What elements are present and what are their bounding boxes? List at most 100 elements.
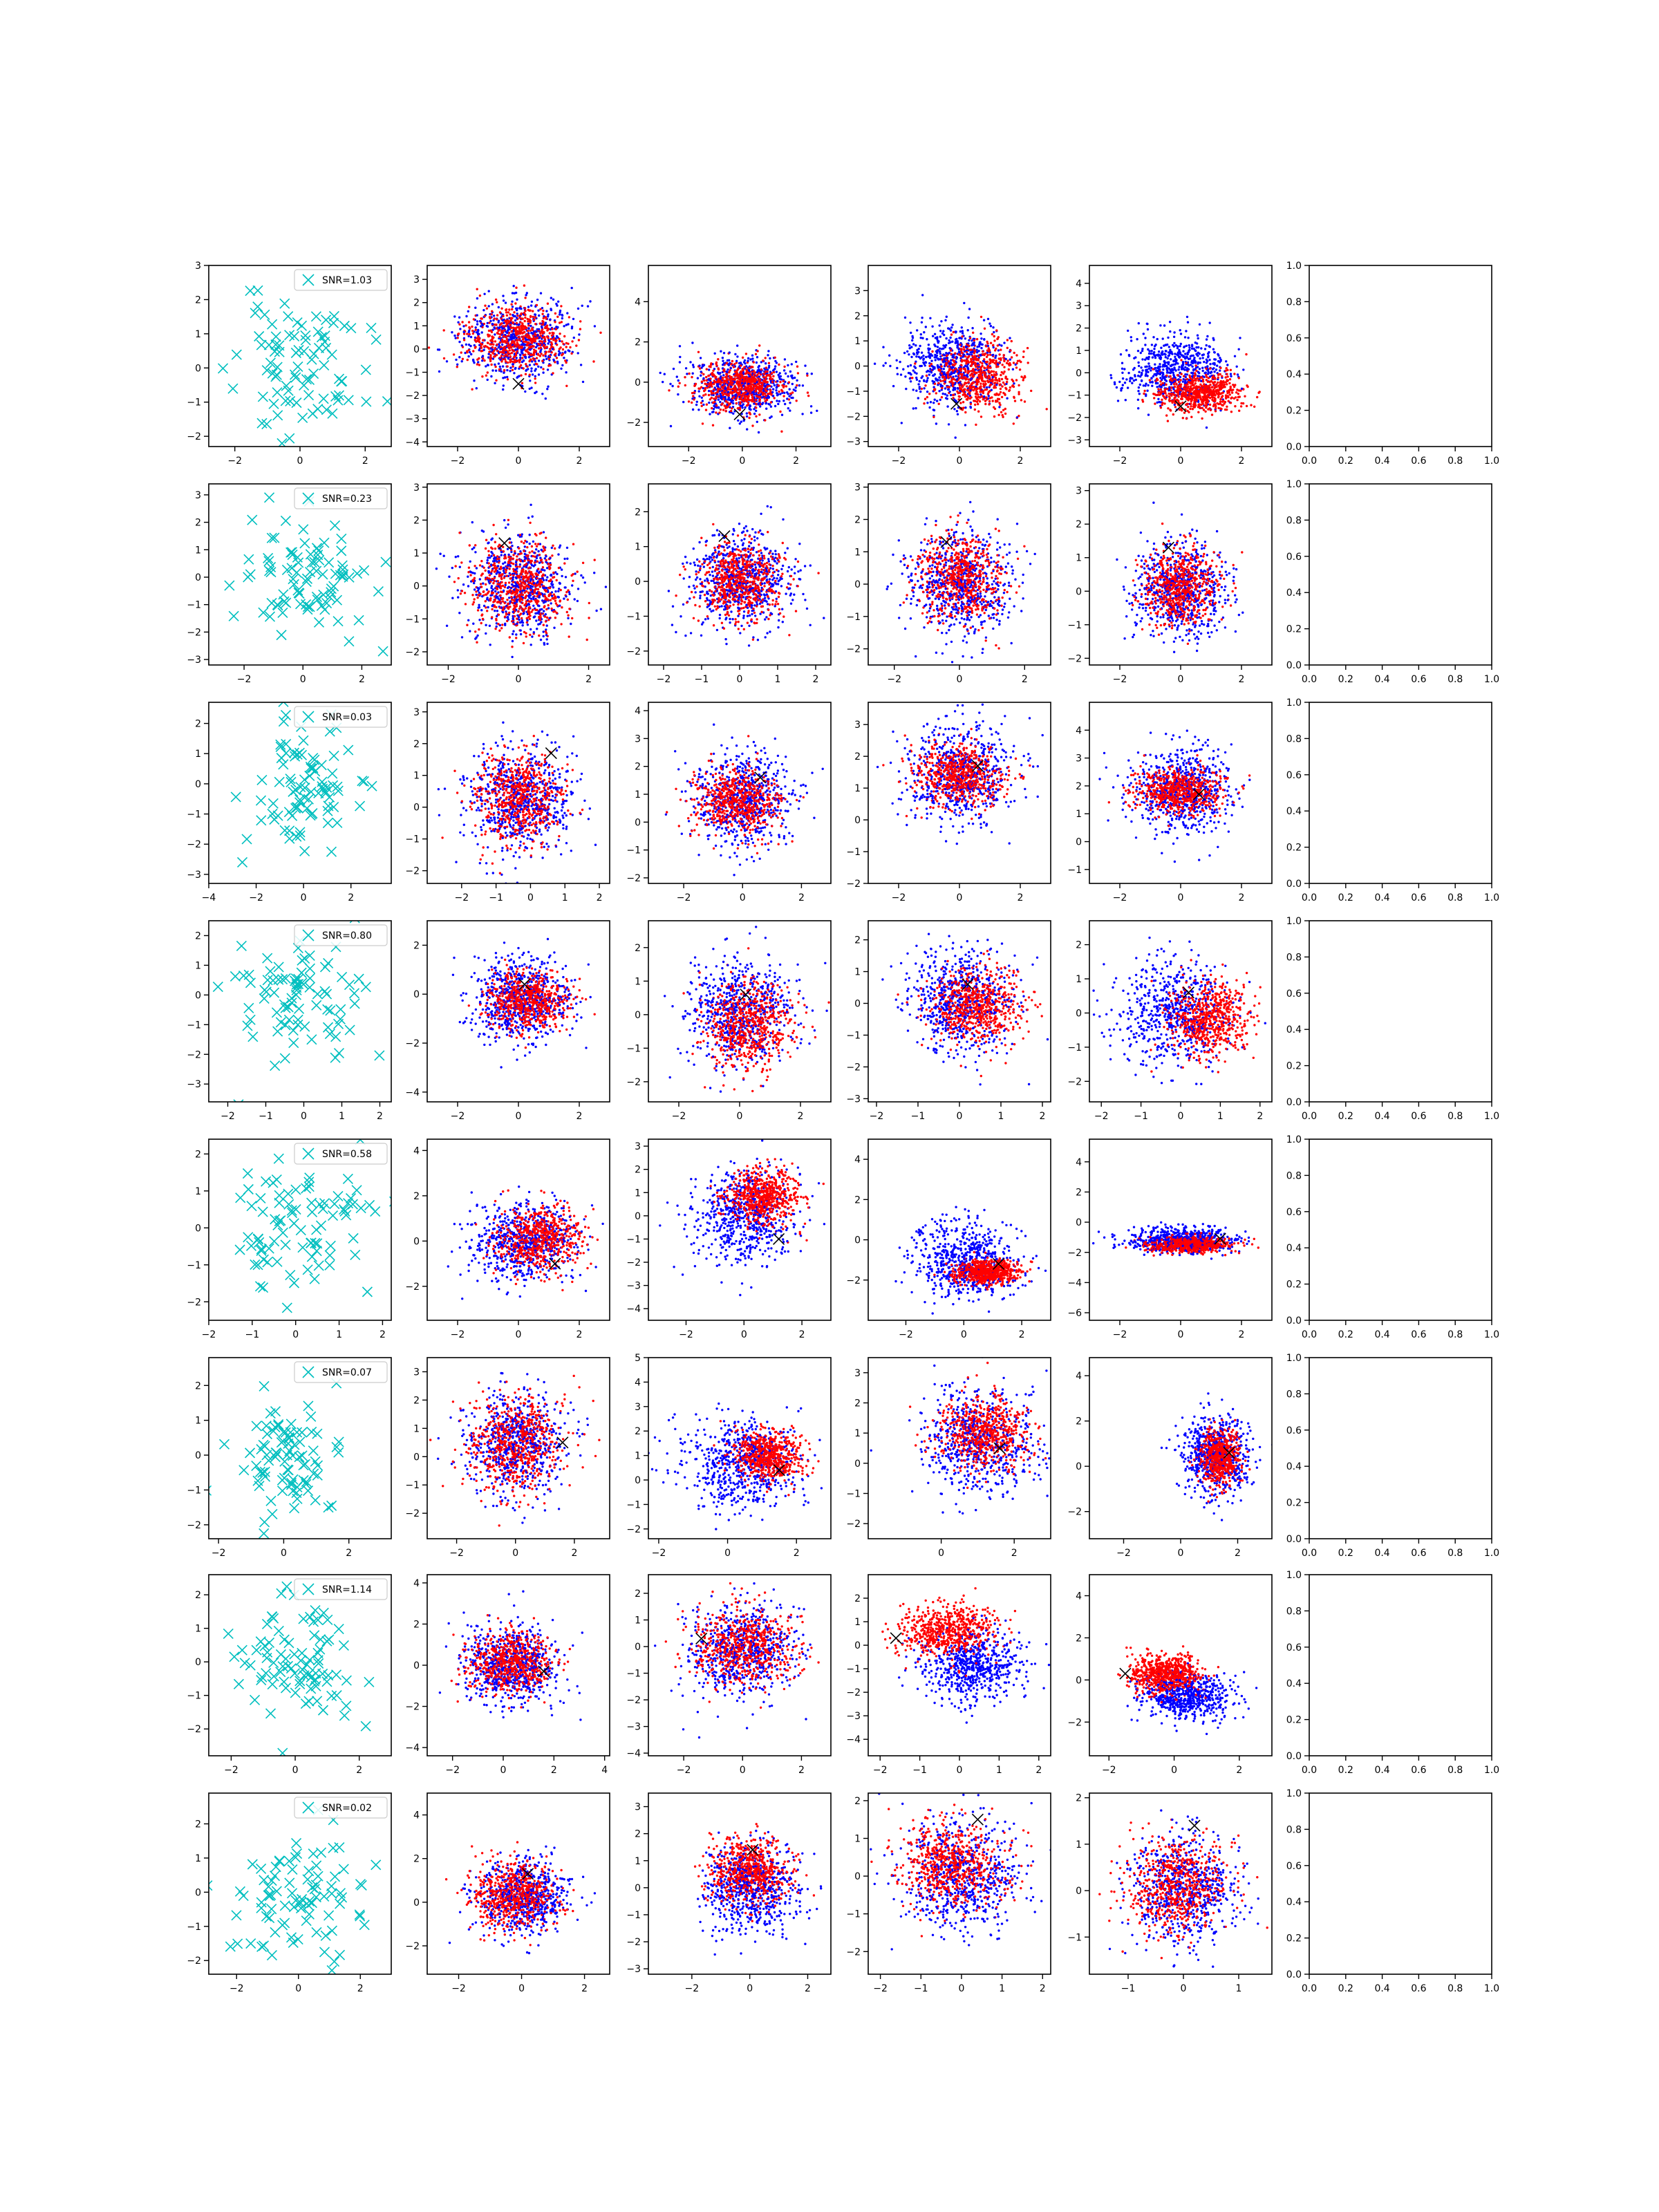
red-point [559, 332, 561, 335]
red-point [1224, 381, 1228, 384]
blue-point [570, 326, 574, 328]
red-point [698, 387, 701, 390]
red-point [1002, 372, 1005, 375]
blue-point [955, 378, 959, 381]
red-point [723, 370, 726, 373]
blue-point [749, 358, 752, 361]
blue-point [789, 409, 791, 412]
red-point [994, 376, 997, 379]
red-point [706, 383, 709, 386]
blue-point [954, 370, 957, 373]
red-point [1012, 379, 1015, 383]
blue-point [1141, 348, 1144, 350]
blue-point [950, 326, 953, 329]
red-point [505, 311, 508, 314]
blue-point [938, 347, 941, 350]
red-point [524, 310, 527, 312]
blue-point [968, 339, 971, 341]
sample-point [339, 320, 350, 332]
x-tick-label: 0 [516, 456, 522, 467]
red-point [971, 355, 974, 357]
red-point [1023, 375, 1027, 377]
blue-point [955, 356, 959, 359]
blue-point [559, 339, 561, 342]
blue-point [1145, 382, 1147, 385]
red-point [757, 395, 760, 398]
red-point [997, 336, 1000, 339]
red-point [998, 353, 1001, 356]
blue-point [1121, 386, 1123, 390]
reference-marker [512, 377, 525, 390]
blue-point [1197, 351, 1200, 354]
red-point [558, 321, 561, 324]
blue-point [1196, 334, 1199, 337]
blue-point [729, 367, 732, 370]
blue-point [940, 388, 944, 391]
blue-point [955, 330, 957, 333]
legend: SNR=1.03 [294, 269, 388, 291]
red-point [747, 403, 749, 406]
blue-point [915, 406, 917, 410]
red-point [1230, 391, 1234, 394]
red-point [503, 335, 505, 338]
red-point [712, 369, 715, 372]
red-point [925, 374, 928, 377]
red-point [509, 313, 512, 316]
blue-point [1169, 380, 1172, 384]
blue-point [947, 423, 950, 426]
blue-point [1178, 348, 1181, 352]
red-point [693, 391, 696, 394]
blue-point [537, 373, 541, 376]
blue-point [1137, 361, 1140, 364]
blue-point [1174, 344, 1177, 347]
red-point [1215, 383, 1218, 386]
red-point [516, 350, 518, 353]
red-point [508, 331, 511, 335]
red-point [717, 381, 720, 384]
red-point [1214, 406, 1217, 410]
blue-point [948, 339, 950, 342]
red-point [541, 359, 544, 362]
axes-frame [648, 265, 832, 447]
red-point [522, 337, 525, 340]
red-point [760, 390, 762, 393]
red-point [1213, 386, 1217, 389]
blue-point [1123, 368, 1126, 371]
red-point [984, 384, 986, 386]
blue-point [1217, 354, 1220, 357]
red-point [1002, 381, 1005, 384]
blue-point [534, 391, 536, 395]
blue-point [1181, 368, 1185, 371]
blue-point [1148, 365, 1151, 368]
red-point [975, 400, 979, 403]
blue-point [1150, 344, 1154, 346]
blue-point [678, 361, 682, 364]
red-point [755, 415, 758, 418]
red-point [724, 393, 728, 395]
blue-point [1145, 394, 1147, 397]
red-point [684, 384, 686, 387]
red-point [744, 391, 747, 394]
red-point [705, 403, 709, 406]
red-point [505, 335, 507, 338]
blue-point [1137, 407, 1140, 410]
red-point [1194, 377, 1197, 380]
red-point [511, 340, 514, 343]
red-point [1190, 402, 1192, 405]
red-point [527, 330, 529, 332]
blue-point [1174, 355, 1177, 358]
blue-point [926, 377, 929, 379]
red-point [509, 345, 512, 348]
blue-point [986, 351, 989, 354]
blue-point [482, 348, 485, 351]
red-point [504, 358, 507, 361]
blue-point [771, 391, 774, 394]
blue-point [957, 387, 959, 390]
red-point [988, 403, 991, 406]
blue-point [1188, 346, 1191, 349]
red-point [988, 376, 991, 379]
blue-point [924, 361, 927, 364]
red-point [1163, 388, 1167, 391]
x-tick-label: −2 [451, 456, 465, 467]
red-point [710, 362, 713, 365]
